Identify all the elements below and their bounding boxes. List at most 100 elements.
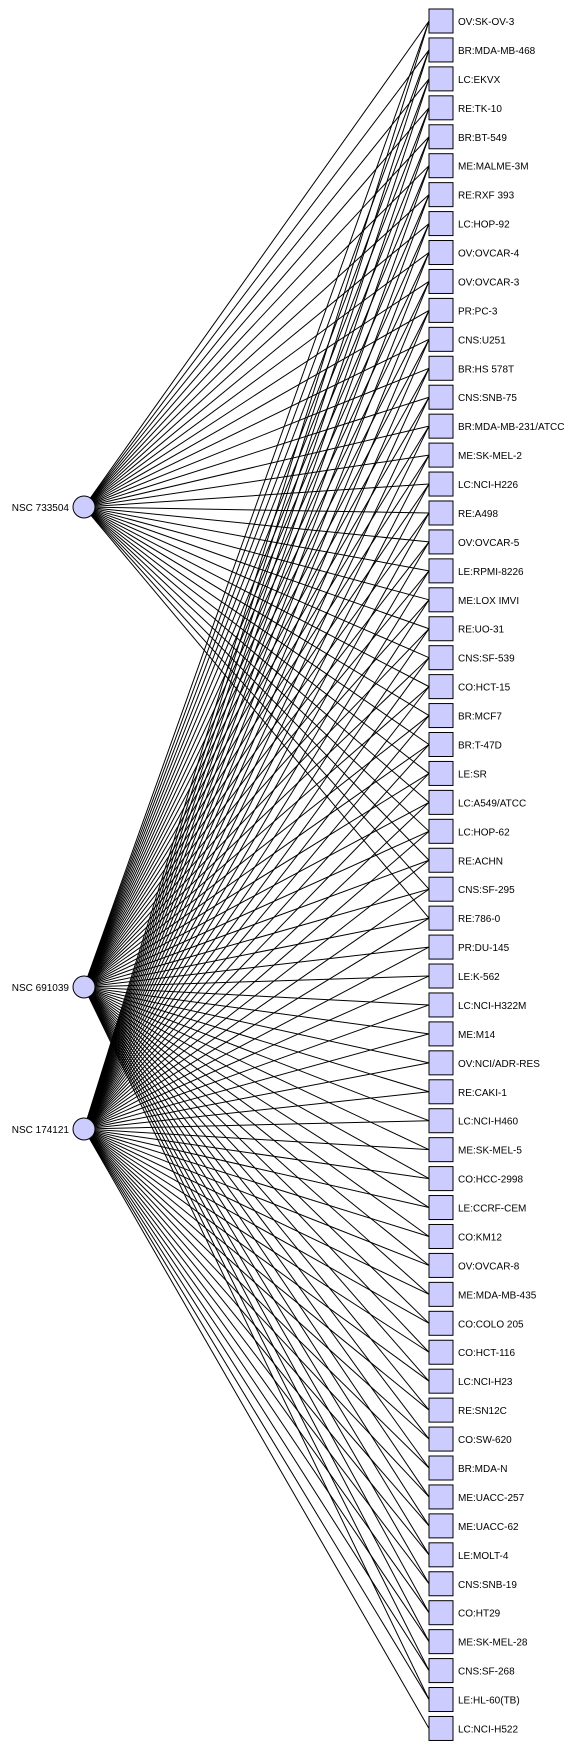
cell-line-node[interactable] bbox=[428, 732, 454, 757]
cell-line-node[interactable] bbox=[428, 1079, 454, 1105]
cell-line-label: ME:MDA-MB-435 bbox=[458, 1290, 537, 1301]
edge-c1-14 bbox=[83, 425, 430, 508]
cell-line-node[interactable] bbox=[428, 182, 454, 208]
cell-line-node[interactable] bbox=[428, 760, 454, 786]
edge-c2-24 bbox=[83, 715, 430, 988]
cell-line-node[interactable] bbox=[428, 1050, 454, 1076]
edge-c2-20 bbox=[83, 599, 430, 988]
cell-line-label: RE:RXF 393 bbox=[458, 191, 515, 202]
edge-c3-10 bbox=[83, 310, 430, 1130]
cell-line-node[interactable] bbox=[428, 471, 454, 497]
cell-line-node[interactable] bbox=[428, 645, 454, 671]
cell-line-label: LE:K-562 bbox=[458, 972, 500, 983]
cell-line-node[interactable] bbox=[428, 1310, 454, 1336]
cell-line-node[interactable] bbox=[428, 1339, 454, 1365]
edge-c2-9 bbox=[83, 281, 430, 988]
cell-line-node[interactable] bbox=[428, 1484, 454, 1510]
cell-line-node[interactable] bbox=[428, 326, 454, 352]
cell-line-node[interactable] bbox=[428, 297, 454, 323]
cell-line-node[interactable] bbox=[428, 1108, 454, 1134]
cell-line-node[interactable] bbox=[428, 1166, 454, 1192]
cell-line-label: RE:ACHN bbox=[458, 856, 503, 867]
cell-line-label: BR:HS 578T bbox=[458, 364, 514, 375]
cell-line-label: LE:SR bbox=[458, 769, 487, 780]
edge-c1-3 bbox=[83, 107, 430, 508]
cell-line-node[interactable] bbox=[428, 355, 454, 381]
cell-line-label: ME:UACC-257 bbox=[458, 1493, 525, 1504]
edge-c2-21 bbox=[83, 628, 430, 988]
cell-line-node[interactable] bbox=[428, 616, 454, 642]
edge-c2-33 bbox=[83, 975, 430, 988]
cell-line-label: OV:NCI/ADR-RES bbox=[458, 1059, 540, 1070]
edge-c2-6 bbox=[83, 194, 430, 988]
cell-line-node[interactable] bbox=[428, 95, 454, 121]
compound-node-layer: NSC 733504 NSC 691039 NSC 174121 bbox=[12, 495, 96, 1141]
cell-line-label: LC:NCI-H226 bbox=[458, 480, 518, 491]
cell-line-node[interactable] bbox=[428, 442, 454, 468]
cell-line-node[interactable] bbox=[428, 268, 454, 294]
cell-line-node[interactable] bbox=[428, 1542, 454, 1568]
cell-line-label: CO:KM12 bbox=[458, 1232, 502, 1243]
cell-line-label: LE:CCRF-CEM bbox=[458, 1204, 526, 1215]
cell-line-node[interactable] bbox=[428, 1252, 454, 1278]
cell-line-label: CO:HCT-116 bbox=[458, 1348, 515, 1359]
cell-line-label: ME:UACC-62 bbox=[458, 1522, 519, 1533]
cell-line-node[interactable] bbox=[428, 1658, 454, 1684]
edge-c2-52 bbox=[83, 986, 430, 1527]
cell-line-node[interactable] bbox=[428, 1281, 454, 1307]
edge-c2-30 bbox=[83, 888, 430, 988]
cell-line-node[interactable] bbox=[428, 1223, 454, 1249]
edge-c2-10 bbox=[83, 310, 430, 988]
edge-c2-17 bbox=[83, 512, 430, 988]
cell-line-label: RE:SN12C bbox=[458, 1406, 507, 1417]
cell-line-node[interactable] bbox=[428, 587, 454, 613]
cell-line-node[interactable] bbox=[428, 1426, 454, 1452]
cell-line-node[interactable] bbox=[428, 558, 454, 584]
cell-line-node[interactable] bbox=[428, 1021, 454, 1047]
compound-node[interactable] bbox=[72, 495, 96, 519]
cell-line-node[interactable] bbox=[428, 529, 454, 555]
cell-line-node[interactable] bbox=[428, 1137, 454, 1163]
cell-line-node[interactable] bbox=[428, 1629, 454, 1655]
cell-line-node[interactable] bbox=[428, 1687, 454, 1713]
cell-line-node[interactable] bbox=[428, 8, 454, 34]
cell-line-node[interactable] bbox=[428, 847, 454, 873]
cell-line-node[interactable] bbox=[428, 240, 454, 266]
cell-line-label: CNS:SNB-75 bbox=[458, 393, 517, 404]
cell-line-node[interactable] bbox=[428, 674, 454, 700]
cell-line-node[interactable] bbox=[428, 1455, 454, 1481]
cell-line-label: CNS:SNB-19 bbox=[458, 1580, 517, 1591]
cell-line-node[interactable] bbox=[428, 1195, 454, 1221]
cell-line-node[interactable] bbox=[428, 905, 454, 931]
edge-c2-53 bbox=[83, 986, 430, 1556]
edge-c2-39 bbox=[83, 986, 430, 1151]
cell-line-node[interactable] bbox=[428, 211, 454, 237]
cell-line-node[interactable] bbox=[428, 66, 454, 92]
cell-line-node[interactable] bbox=[428, 1600, 454, 1626]
cell-line-node[interactable] bbox=[428, 37, 454, 63]
cell-line-node[interactable] bbox=[428, 1571, 454, 1597]
edge-c2-19 bbox=[83, 570, 430, 988]
cell-line-node[interactable] bbox=[428, 703, 454, 729]
cell-line-node[interactable] bbox=[428, 818, 454, 844]
cell-line-node[interactable] bbox=[428, 500, 454, 526]
cell-line-node[interactable] bbox=[428, 153, 454, 179]
cell-line-node[interactable] bbox=[428, 413, 454, 439]
cell-line-node[interactable] bbox=[428, 963, 454, 989]
cell-line-node[interactable] bbox=[428, 992, 454, 1018]
edge-c2-12 bbox=[83, 368, 430, 988]
cell-line-label: RE:CAKI-1 bbox=[458, 1088, 507, 1099]
compound-node[interactable] bbox=[72, 975, 96, 999]
compound-node[interactable] bbox=[72, 1117, 96, 1141]
cell-line-node[interactable] bbox=[428, 789, 454, 815]
cell-line-label: OV:OVCAR-5 bbox=[458, 538, 520, 549]
cell-line-node[interactable] bbox=[428, 934, 454, 960]
cell-line-node[interactable] bbox=[428, 124, 454, 150]
cell-line-node[interactable] bbox=[428, 384, 454, 410]
cell-line-node[interactable] bbox=[428, 1513, 454, 1539]
edge-c3-39 bbox=[83, 1128, 430, 1151]
cell-line-node[interactable] bbox=[428, 1397, 454, 1423]
cell-line-node[interactable] bbox=[428, 1715, 454, 1741]
cell-line-node[interactable] bbox=[428, 1368, 454, 1394]
cell-line-node[interactable] bbox=[428, 876, 454, 902]
